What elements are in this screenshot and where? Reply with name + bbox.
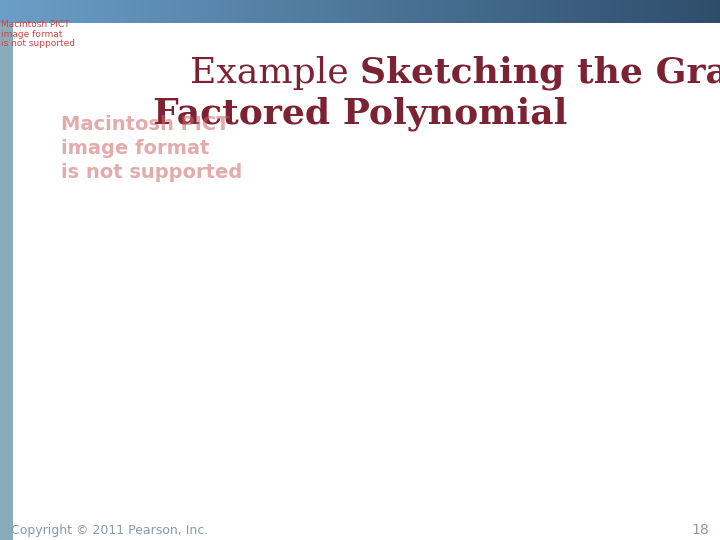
Text: Sketching the Graph of a: Sketching the Graph of a — [360, 56, 720, 90]
Text: 18: 18 — [691, 523, 709, 537]
Text: image format: image format — [1, 30, 63, 39]
Text: is not supported: is not supported — [61, 163, 243, 183]
Text: Copyright © 2011 Pearson, Inc.: Copyright © 2011 Pearson, Inc. — [11, 524, 208, 537]
Text: Factored Polynomial: Factored Polynomial — [153, 96, 567, 131]
Text: is not supported: is not supported — [1, 39, 76, 49]
Text: Macintosh PICT: Macintosh PICT — [61, 114, 230, 134]
Text: image format: image format — [61, 139, 210, 158]
Text: Example: Example — [190, 56, 360, 90]
Text: Macintosh PICT: Macintosh PICT — [1, 20, 70, 29]
